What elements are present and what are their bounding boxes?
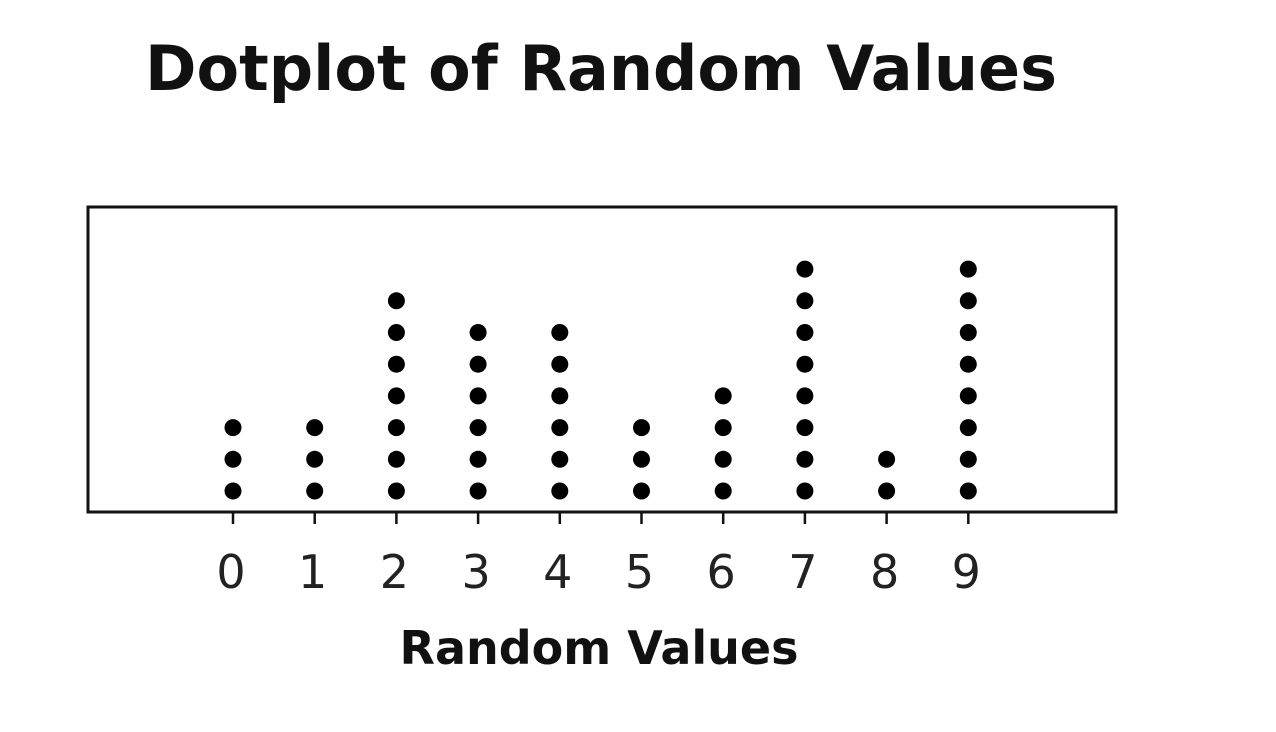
x-tick-label-0: 0 [216,545,245,599]
dot-value-3-2 [469,450,487,468]
dot-value-3-1 [469,482,487,500]
x-axis-label: Random Values [400,621,799,675]
dot-value-4-3 [551,419,569,437]
dot-value-9-5 [959,355,977,373]
dot-value-2-5 [387,355,405,373]
dot-value-4-6 [551,324,569,341]
x-axis-ticks [231,512,970,524]
dot-value-7-8 [796,260,814,278]
data-dots [224,260,977,500]
dot-value-6-1 [714,482,732,500]
x-tick-label-8: 8 [870,545,899,599]
x-tick-label-7: 7 [788,545,817,599]
dot-value-6-4 [714,387,732,405]
dot-value-5-3 [633,419,650,437]
dot-value-7-3 [796,419,814,437]
dot-value-3-4 [469,387,487,405]
plot-frame [86,205,1118,514]
dot-value-0-1 [224,482,242,500]
dot-value-4-5 [551,355,569,373]
dot-value-1-1 [306,482,324,500]
dot-value-7-4 [796,387,814,405]
dot-value-0-3 [224,419,242,437]
dot-value-5-1 [633,482,650,500]
dot-value-3-5 [469,355,487,373]
dot-value-9-8 [959,260,977,278]
x-tick-label-4: 4 [543,545,572,599]
dot-value-7-6 [796,324,814,341]
dot-value-9-2 [959,450,977,468]
dot-value-3-3 [469,419,487,437]
dot-value-2-4 [387,387,405,405]
dot-value-1-3 [306,419,324,437]
dot-value-9-1 [959,482,977,500]
dot-value-9-7 [959,292,977,310]
x-tick-label-9: 9 [952,545,981,599]
dot-value-9-6 [959,324,977,341]
dot-value-6-3 [714,419,732,437]
x-tick-label-2: 2 [380,545,409,599]
dot-value-3-6 [469,324,487,341]
dot-value-0-2 [224,450,242,468]
dot-value-7-2 [796,450,814,468]
dot-value-2-7 [387,292,405,310]
dot-value-2-2 [387,450,405,468]
dot-value-4-2 [551,450,569,468]
dot-value-8-2 [878,450,896,468]
dot-value-2-3 [387,419,405,437]
dot-value-2-6 [387,324,405,341]
dot-value-5-2 [633,450,650,468]
x-tick-label-3: 3 [461,545,490,599]
dot-value-9-4 [959,387,977,405]
x-tick-label-5: 5 [625,545,654,599]
dot-value-7-7 [796,292,814,310]
dot-value-1-2 [306,450,324,468]
dot-value-4-1 [551,482,569,500]
dot-value-9-3 [959,419,977,437]
dot-value-2-1 [387,482,405,500]
dot-value-7-1 [796,482,814,500]
dot-value-8-1 [878,482,896,500]
chart-title: Dotplot of Random Values [145,32,1057,105]
dot-value-7-5 [796,355,814,373]
dot-value-6-2 [714,450,732,468]
x-tick-label-1: 1 [298,545,327,599]
x-tick-label-6: 6 [707,545,736,599]
dot-value-4-4 [551,387,569,405]
